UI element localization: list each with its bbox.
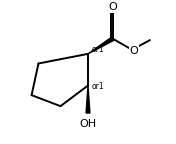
Text: or1: or1	[92, 44, 104, 54]
Text: or1: or1	[92, 82, 104, 91]
Text: O: O	[108, 2, 117, 12]
Polygon shape	[88, 37, 114, 54]
Text: OH: OH	[79, 119, 97, 129]
Text: O: O	[130, 46, 139, 56]
Polygon shape	[86, 86, 90, 113]
